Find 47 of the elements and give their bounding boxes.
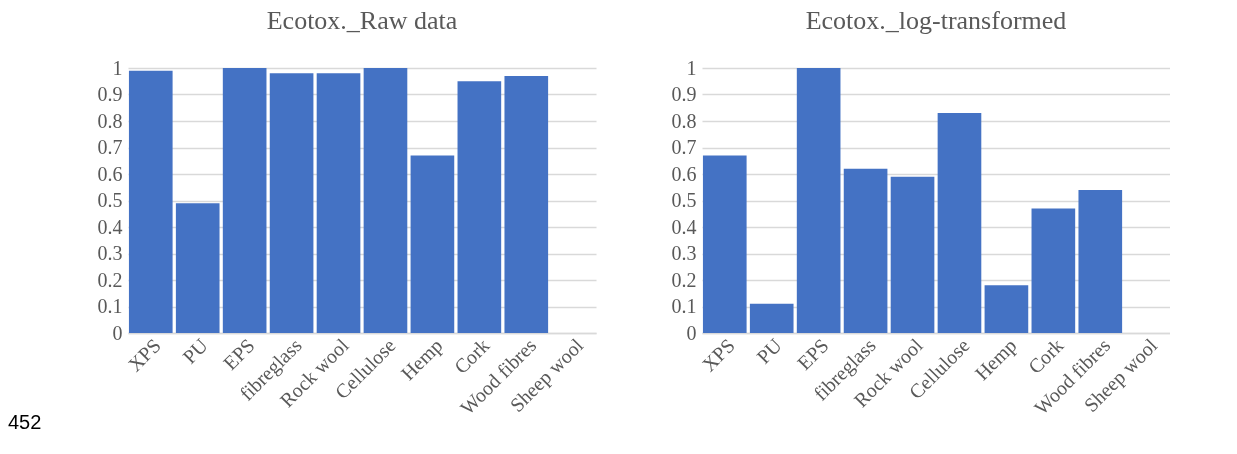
bar xyxy=(410,155,455,333)
bar xyxy=(222,68,267,333)
y-tick-label: 0.3 xyxy=(97,242,123,264)
y-tick-label: 0.4 xyxy=(97,215,123,238)
text: 452 xyxy=(8,411,42,433)
y-tick-label: 0.6 xyxy=(97,162,123,185)
bar xyxy=(269,73,314,333)
bar xyxy=(702,155,747,333)
y-tick-label: 0.8 xyxy=(671,109,697,132)
bar xyxy=(749,303,794,333)
bar xyxy=(1078,189,1123,333)
y-tick-label: 0 xyxy=(112,321,123,344)
y-tick-label: 0.4 xyxy=(671,215,697,238)
y-tick-label: 1 xyxy=(112,56,123,79)
bar xyxy=(316,73,361,333)
y-tick-label: 0.1 xyxy=(97,295,123,317)
y-tick-label: 0.6 xyxy=(671,162,697,185)
bar xyxy=(1031,208,1076,333)
y-tick-label: 0.3 xyxy=(671,242,697,264)
y-tick-label: 0 xyxy=(686,321,697,344)
y-tick-label: 0.5 xyxy=(97,189,123,211)
y-tick-label: 0.2 xyxy=(671,268,697,291)
chart-title: Ecotox._log-transformed xyxy=(805,6,1067,35)
y-tick-label: 1 xyxy=(686,56,697,79)
y-tick-label: 0.9 xyxy=(97,83,123,105)
bar xyxy=(984,285,1029,333)
x-tick-label: PU xyxy=(752,333,787,368)
bar xyxy=(843,168,888,333)
y-tick-label: 0.5 xyxy=(671,189,697,211)
y-tick-label: 0.9 xyxy=(671,83,697,105)
y-tick-label: 0.7 xyxy=(671,136,697,158)
x-tick-label: XPS xyxy=(697,334,739,376)
bar xyxy=(175,203,220,333)
y-tick-label: 0.8 xyxy=(97,109,123,132)
bar xyxy=(504,75,549,333)
bar xyxy=(363,68,408,333)
chart-title: Ecotox._Raw data xyxy=(266,6,458,35)
bar xyxy=(937,113,982,333)
x-tick-label: XPS xyxy=(123,334,165,376)
y-tick-label: 0.7 xyxy=(97,136,123,158)
bar xyxy=(890,176,935,333)
bar xyxy=(457,81,502,333)
bar xyxy=(796,68,841,333)
x-tick-label: PU xyxy=(178,333,213,368)
y-tick-label: 0.1 xyxy=(671,295,697,317)
y-tick-label: 0.2 xyxy=(97,268,123,291)
bar xyxy=(128,70,173,333)
